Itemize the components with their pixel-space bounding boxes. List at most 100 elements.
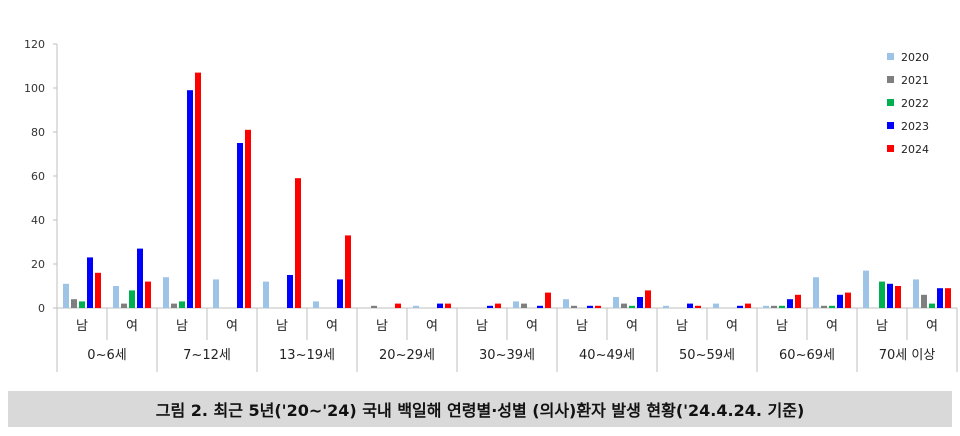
- bar: [495, 303, 501, 308]
- sex-label: 남: [476, 319, 488, 334]
- bar: [145, 281, 151, 308]
- legend-swatch: [887, 53, 894, 60]
- bar: [129, 290, 135, 308]
- bar: [263, 281, 269, 308]
- bar: [629, 305, 635, 308]
- bar: [595, 305, 601, 308]
- legend-label: 2023: [901, 120, 929, 133]
- sex-label: 남: [676, 319, 688, 334]
- bar: [763, 305, 769, 308]
- sex-label: 남: [276, 319, 288, 334]
- bar: [687, 303, 693, 308]
- bar: [345, 235, 351, 308]
- legend-swatch: [887, 76, 894, 83]
- bar: [787, 299, 793, 308]
- bar: [163, 277, 169, 308]
- bar: [663, 305, 669, 308]
- bar: [645, 290, 651, 308]
- sex-label: 남: [76, 319, 88, 334]
- bar: [779, 305, 785, 308]
- legend-label: 2022: [901, 97, 929, 110]
- bar: [445, 303, 451, 308]
- bar: [695, 305, 701, 308]
- bar: [63, 283, 69, 308]
- age-group-label: 13~19세: [279, 348, 335, 363]
- bar: [137, 248, 143, 308]
- bar: [837, 294, 843, 308]
- bar: [879, 281, 885, 308]
- y-tick-label: 80: [31, 126, 45, 139]
- bar: [121, 303, 127, 308]
- legend-label: 2021: [901, 74, 929, 87]
- bar: [571, 305, 577, 308]
- bar: [95, 272, 101, 308]
- y-tick-label: 40: [31, 214, 45, 227]
- bar: [487, 305, 493, 308]
- age-group-label: 60~69세: [779, 348, 835, 363]
- age-group-label: 30~39세: [479, 348, 535, 363]
- bar: [713, 303, 719, 308]
- sex-label: 여: [726, 319, 738, 334]
- bar: [745, 303, 751, 308]
- age-group-label: 50~59세: [679, 348, 735, 363]
- age-group-label: 40~49세: [579, 348, 635, 363]
- bar: [413, 305, 419, 308]
- bar: [887, 283, 893, 308]
- figure-caption: 그림 2. 최근 5년('20~'24) 국내 백일해 연령별·성별 (의사)환…: [155, 401, 805, 420]
- sex-label: 남: [576, 319, 588, 334]
- bar: [829, 305, 835, 308]
- bar: [621, 303, 627, 308]
- sex-label: 여: [226, 319, 238, 334]
- sex-label: 여: [626, 319, 638, 334]
- bar: [237, 143, 243, 308]
- sex-label: 여: [926, 319, 938, 334]
- bar: [863, 270, 869, 308]
- age-group-label: 20~29세: [379, 348, 435, 363]
- bar: [587, 305, 593, 308]
- bar: [295, 178, 301, 308]
- legend-swatch: [887, 122, 894, 129]
- bar: [313, 301, 319, 308]
- sex-label: 남: [376, 319, 388, 334]
- bar: [513, 301, 519, 308]
- legend-label: 2020: [901, 51, 929, 64]
- y-tick-label: 0: [38, 302, 45, 315]
- figure-caption-bar: 그림 2. 최근 5년('20~'24) 국내 백일해 연령별·성별 (의사)환…: [8, 391, 952, 427]
- bar: [771, 305, 777, 308]
- bar: [179, 301, 185, 308]
- bar: [79, 301, 85, 308]
- sex-label: 남: [876, 319, 888, 334]
- sex-label: 여: [826, 319, 838, 334]
- sex-label: 남: [176, 319, 188, 334]
- bar: [637, 297, 643, 308]
- bar: [895, 286, 901, 308]
- bar: [821, 305, 827, 308]
- bar: [287, 275, 293, 308]
- sex-label: 여: [426, 319, 438, 334]
- bar: [113, 286, 119, 308]
- bar: [563, 299, 569, 308]
- bar: [521, 303, 527, 308]
- bar: [187, 90, 193, 308]
- bar: [245, 129, 251, 308]
- legend-swatch: [887, 99, 894, 106]
- bar: [545, 292, 551, 308]
- bar: [921, 294, 927, 308]
- bar: [945, 288, 951, 308]
- y-tick-label: 120: [24, 38, 45, 51]
- bar: [87, 257, 93, 308]
- bar: [937, 288, 943, 308]
- age-group-label: 0~6세: [87, 348, 126, 363]
- sex-label: 여: [326, 319, 338, 334]
- age-group-label: 70세 이상: [879, 348, 936, 363]
- bar: [613, 297, 619, 308]
- bar: [537, 305, 543, 308]
- bar: [371, 305, 377, 308]
- bar: [395, 303, 401, 308]
- age-group-label: 7~12세: [183, 348, 231, 363]
- sex-label: 남: [776, 319, 788, 334]
- y-tick-label: 60: [31, 170, 45, 183]
- legend-swatch: [887, 145, 894, 152]
- bar: [437, 303, 443, 308]
